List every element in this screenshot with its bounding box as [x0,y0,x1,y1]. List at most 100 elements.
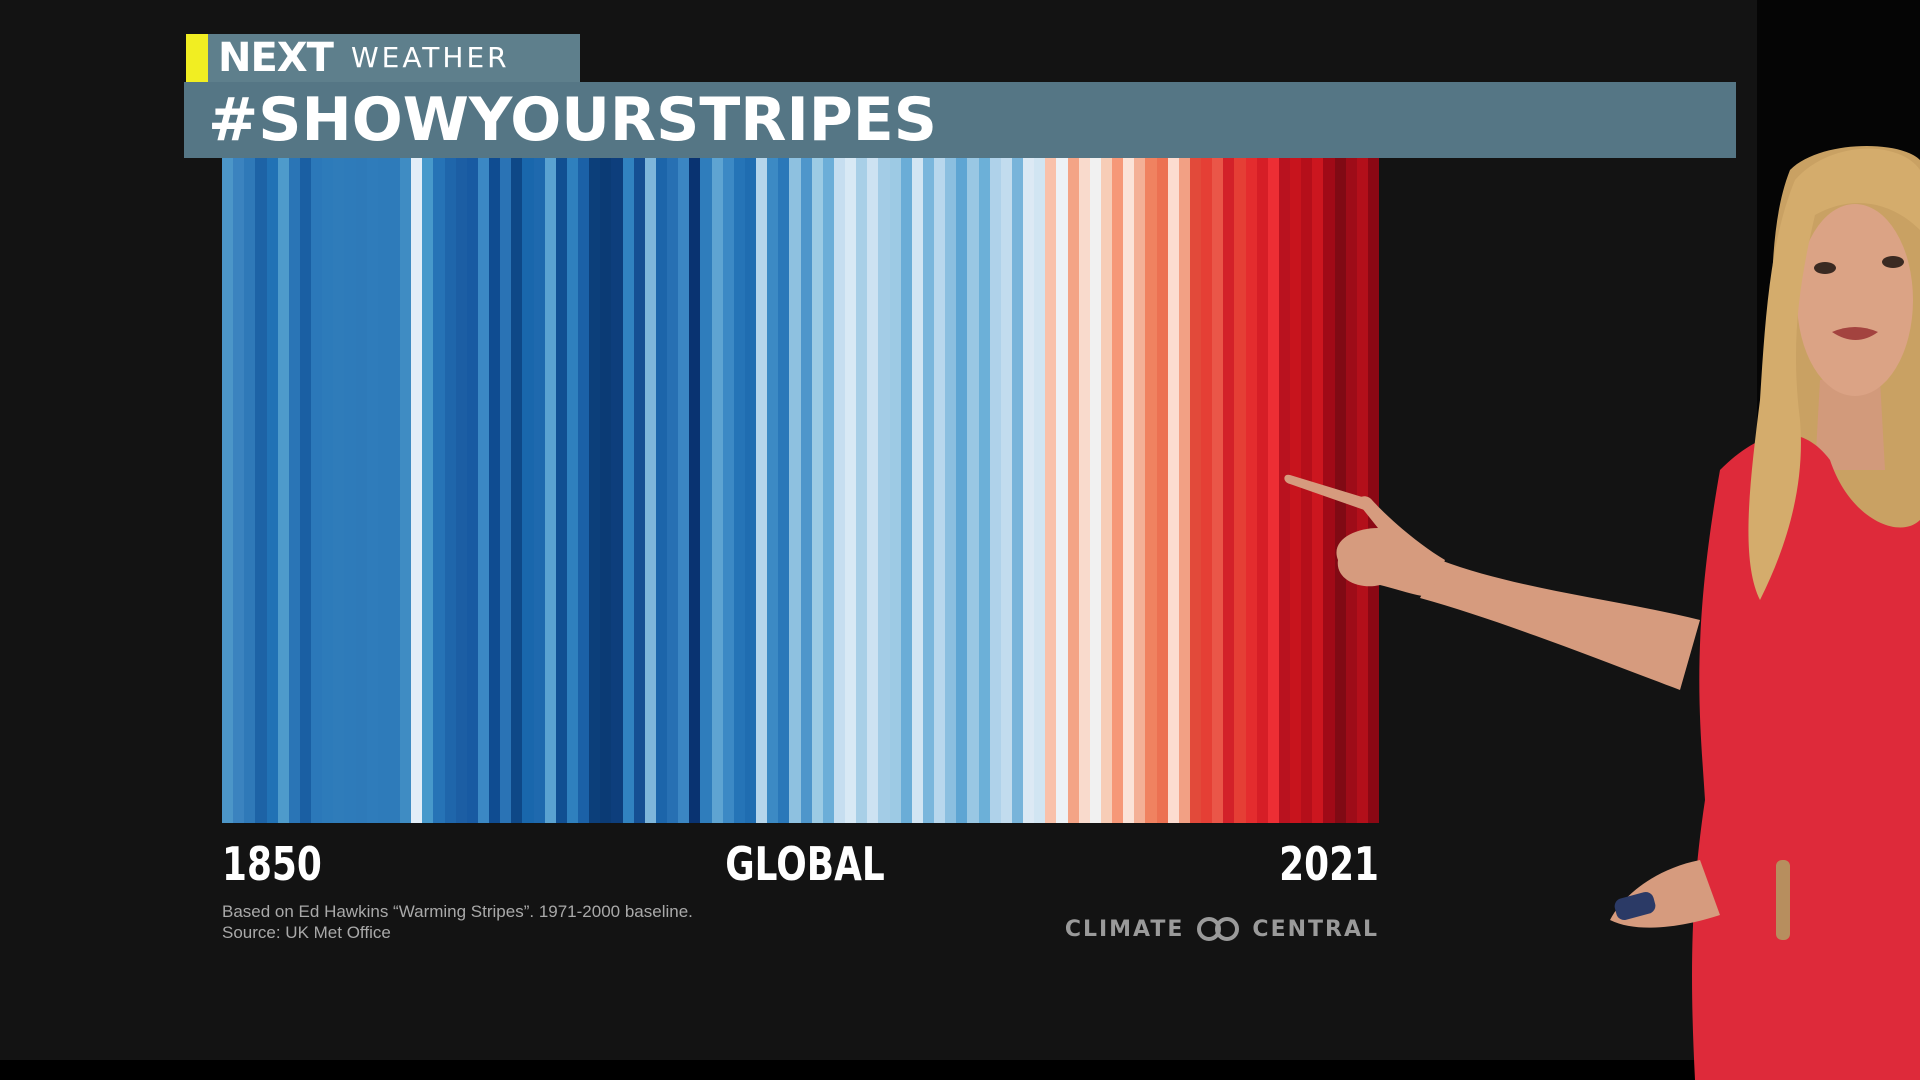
stripe-1 [233,158,245,823]
stripe-35 [611,158,623,823]
stripe-61 [900,158,912,823]
stripe-2 [244,158,256,823]
frame-edge-bottom [0,1060,1920,1080]
stripe-55 [833,158,845,823]
stripe-54 [822,158,834,823]
stripe-97 [1301,158,1313,823]
stripe-8 [311,158,323,823]
stripe-60 [889,158,901,823]
stripe-4 [266,158,278,823]
stripe-32 [578,158,590,823]
stripe-85 [1167,158,1179,823]
stripe-66 [956,158,968,823]
stripe-62 [911,158,923,823]
stripe-30 [555,158,567,823]
stripe-73 [1034,158,1046,823]
stripe-47 [744,158,756,823]
stripe-90 [1223,158,1235,823]
brand-logo: NEXT WEATHER [218,36,510,80]
logo-word-right: CENTRAL [1252,916,1379,942]
stripe-94 [1267,158,1279,823]
linked-rings-icon [1192,916,1244,942]
stripe-12 [355,158,367,823]
stripe-31 [566,158,578,823]
stripe-33 [589,158,601,823]
brand-name: NEXT [218,35,334,81]
stripe-26 [511,158,523,823]
stripe-84 [1156,158,1168,823]
brand-section: WEATHER [350,41,510,74]
stripe-52 [800,158,812,823]
stripe-103 [1367,158,1379,823]
stripe-93 [1256,158,1268,823]
stripe-17 [411,158,423,823]
stripe-59 [878,158,890,823]
logo-word-left: CLIMATE [1064,916,1185,942]
stripe-36 [622,158,634,823]
stripe-9 [322,158,334,823]
stripe-56 [845,158,857,823]
stripe-43 [700,158,712,823]
brand-accent-bar [186,34,208,82]
stripe-95 [1278,158,1290,823]
stripe-22 [466,158,478,823]
stripe-72 [1023,158,1035,823]
stripe-44 [711,158,723,823]
stripe-79 [1100,158,1112,823]
stripe-14 [377,158,389,823]
brand-logo-block: NEXT WEATHER [186,34,580,82]
stripe-19 [433,158,445,823]
stripe-25 [500,158,512,823]
page-title: #SHOWYOURSTRIPES [208,85,937,155]
stripe-68 [978,158,990,823]
stripe-76 [1067,158,1079,823]
stripe-67 [967,158,979,823]
stripe-58 [867,158,879,823]
stripe-39 [655,158,667,823]
stripe-20 [444,158,456,823]
stripe-77 [1078,158,1090,823]
x-end-label: 2021 [1279,837,1379,891]
stripe-40 [667,158,679,823]
stripe-41 [678,158,690,823]
stripe-88 [1201,158,1213,823]
frame-edge-right [1757,0,1920,1080]
stripe-101 [1345,158,1357,823]
stripe-74 [1045,158,1057,823]
stripe-99 [1323,158,1335,823]
stripe-16 [400,158,412,823]
stripe-11 [344,158,356,823]
stripe-34 [600,158,612,823]
stripe-24 [489,158,501,823]
stripe-38 [644,158,656,823]
stripe-91 [1234,158,1246,823]
stripe-27 [522,158,534,823]
stripe-48 [756,158,768,823]
stripe-80 [1112,158,1124,823]
stripe-49 [767,158,779,823]
stripe-46 [733,158,745,823]
x-start-label: 1850 [222,837,322,891]
stripe-3 [255,158,267,823]
stripe-23 [477,158,489,823]
stripe-102 [1356,158,1368,823]
stripe-51 [789,158,801,823]
stripe-37 [633,158,645,823]
stripe-57 [856,158,868,823]
stripe-15 [388,158,400,823]
stripe-10 [333,158,345,823]
stripe-64 [934,158,946,823]
stripe-6 [288,158,300,823]
climate-central-logo: CLIMATE CENTRAL [1054,914,1379,944]
stripe-28 [533,158,545,823]
stripe-98 [1312,158,1324,823]
stripe-87 [1189,158,1201,823]
credit-line-methodology: Based on Ed Hawkins “Warming Stripes”. 1… [222,902,693,921]
title-band: #SHOWYOURSTRIPES [184,82,1736,158]
stripe-45 [722,158,734,823]
stripe-92 [1245,158,1257,823]
stripe-53 [811,158,823,823]
stripe-21 [455,158,467,823]
stripe-86 [1178,158,1190,823]
stripe-96 [1290,158,1302,823]
